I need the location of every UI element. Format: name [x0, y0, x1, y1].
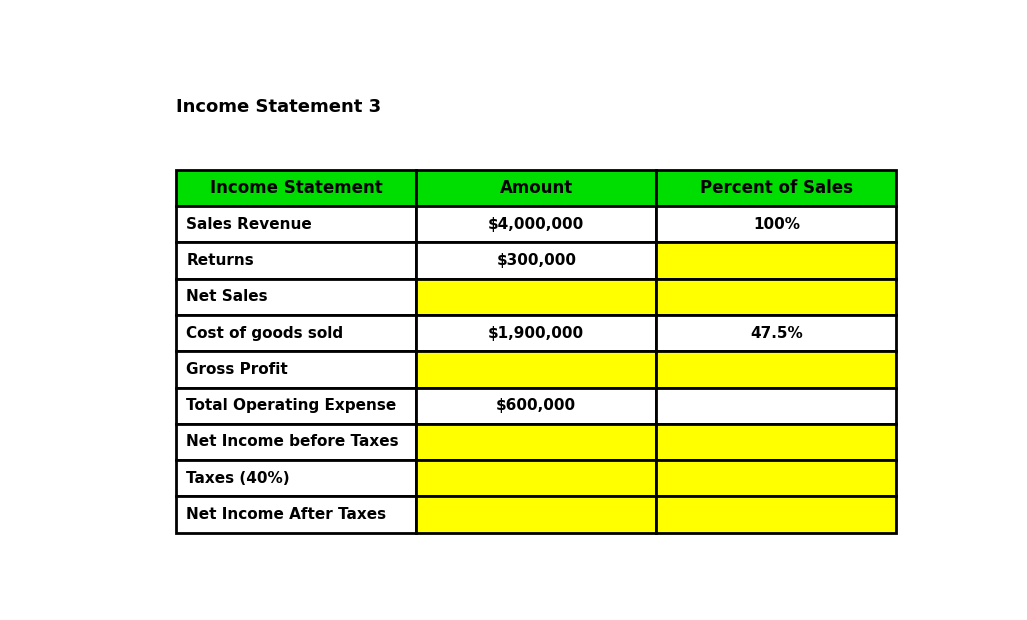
Text: Cost of goods sold: Cost of goods sold — [187, 326, 344, 340]
Bar — [177, 497, 416, 533]
Bar — [177, 388, 416, 424]
Bar — [177, 352, 416, 388]
Bar — [656, 424, 897, 460]
Text: $4,000,000: $4,000,000 — [488, 217, 584, 232]
Bar — [656, 242, 897, 279]
Bar — [177, 424, 416, 460]
Bar — [416, 170, 656, 206]
Text: $600,000: $600,000 — [496, 398, 576, 413]
Text: 47.5%: 47.5% — [750, 326, 803, 340]
Bar — [656, 388, 897, 424]
Bar — [177, 170, 416, 206]
Text: Gross Profit: Gross Profit — [187, 362, 289, 377]
Bar — [416, 388, 656, 424]
Bar — [416, 352, 656, 388]
Bar — [177, 315, 416, 352]
Text: $300,000: $300,000 — [496, 253, 576, 268]
Bar — [416, 315, 656, 352]
Bar — [656, 497, 897, 533]
Bar — [656, 279, 897, 315]
Bar — [177, 242, 416, 279]
Text: Income Statement: Income Statement — [210, 179, 382, 197]
Bar — [416, 242, 656, 279]
Bar — [416, 460, 656, 497]
Text: Net Income before Taxes: Net Income before Taxes — [187, 435, 400, 449]
Bar — [177, 206, 416, 242]
Text: Percent of Sales: Percent of Sales — [699, 179, 852, 197]
Text: Net Sales: Net Sales — [187, 290, 268, 304]
Bar — [656, 460, 897, 497]
Text: Total Operating Expense: Total Operating Expense — [187, 398, 396, 413]
Text: $1,900,000: $1,900,000 — [488, 326, 584, 340]
Bar — [416, 497, 656, 533]
Text: Net Income After Taxes: Net Income After Taxes — [187, 507, 386, 522]
Bar — [177, 279, 416, 315]
Text: Income Statement 3: Income Statement 3 — [177, 98, 381, 117]
Bar — [656, 206, 897, 242]
Bar — [416, 206, 656, 242]
Text: Amount: Amount — [499, 179, 573, 197]
Bar — [656, 170, 897, 206]
Bar — [656, 352, 897, 388]
Text: Returns: Returns — [187, 253, 255, 268]
Bar — [416, 424, 656, 460]
Bar — [177, 460, 416, 497]
Text: 100%: 100% — [753, 217, 800, 232]
Text: Taxes (40%): Taxes (40%) — [187, 471, 290, 486]
Bar — [656, 315, 897, 352]
Bar — [416, 279, 656, 315]
Text: Sales Revenue: Sales Revenue — [187, 217, 312, 232]
